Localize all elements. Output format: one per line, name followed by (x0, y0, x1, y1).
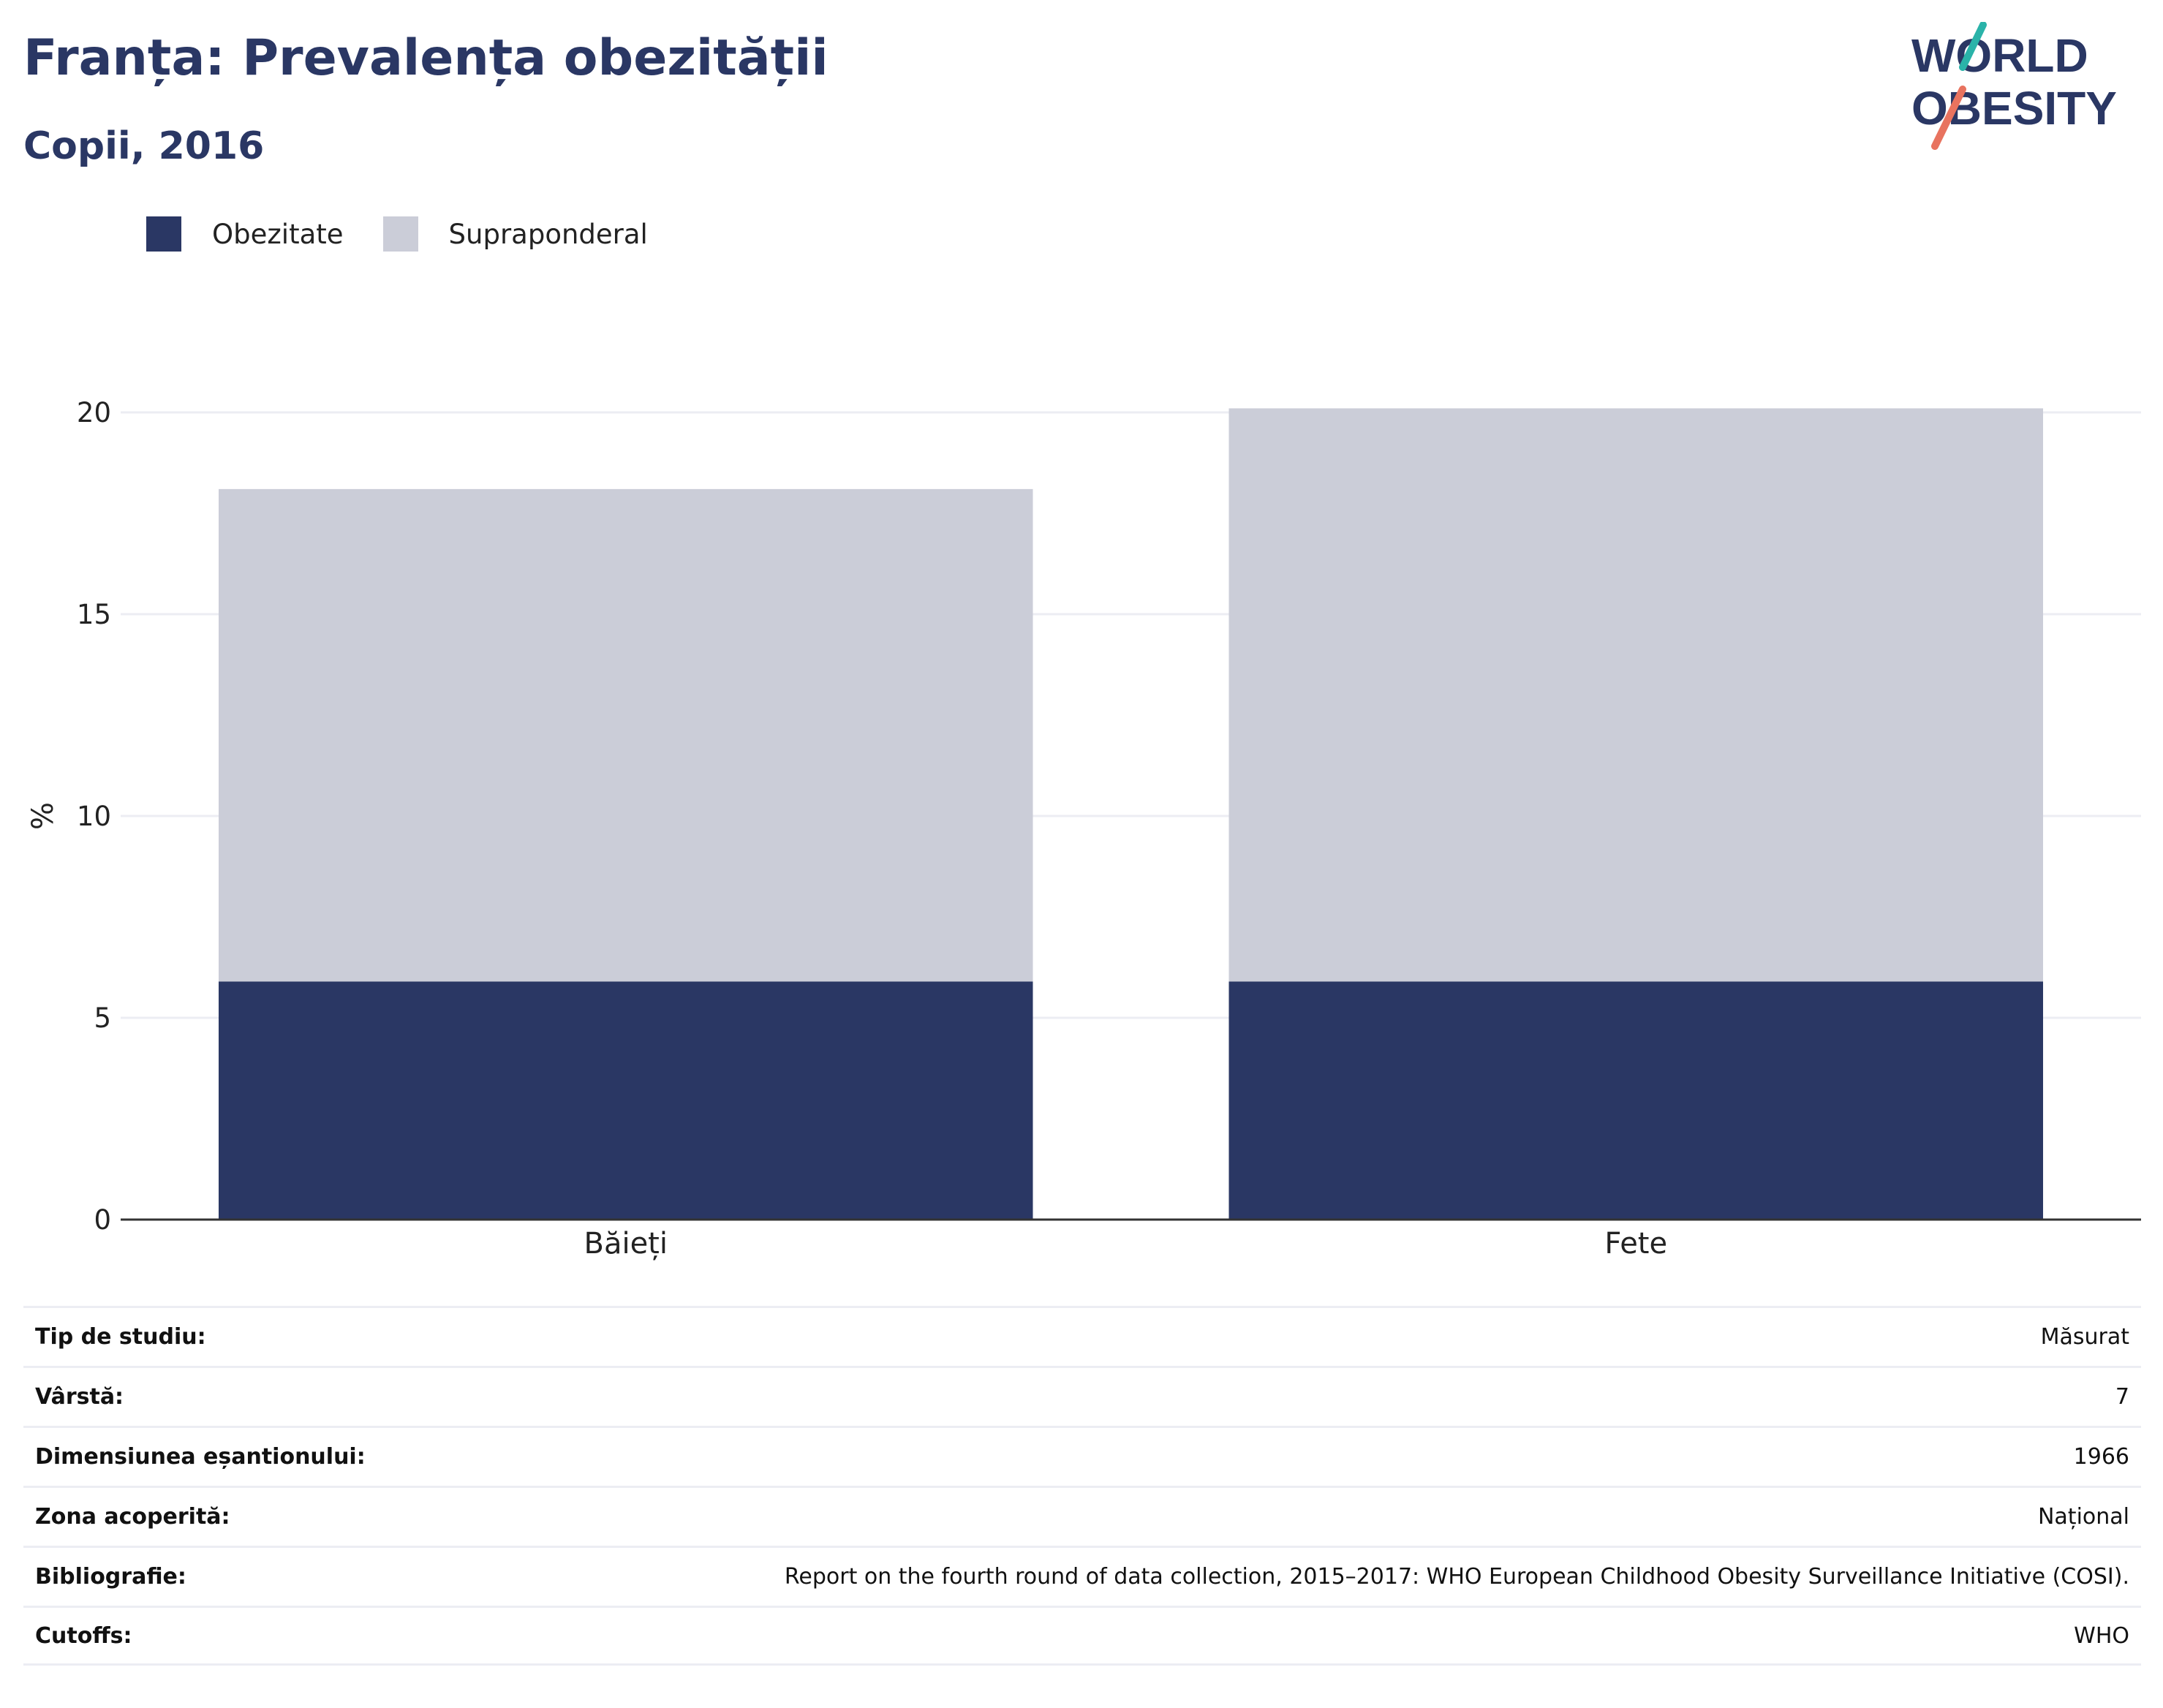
world-obesity-logo: WORLD OBESITY (1911, 22, 2117, 150)
meta-row-study-type: Tip de studiu: Măsurat (23, 1306, 2141, 1366)
meta-key: Vârstă: (35, 1384, 124, 1410)
x-tick-label: Fete (1604, 1227, 1667, 1261)
meta-value: Național (2037, 1504, 2129, 1530)
legend: Obezitate Supraponderal (146, 216, 687, 252)
legend-label-obesity: Obezitate (212, 218, 344, 250)
y-tick-label: 15 (77, 599, 111, 630)
meta-value: 1966 (2073, 1444, 2129, 1470)
y-tick-label: 5 (94, 1002, 111, 1034)
stacked-bar-chart: 0 5 10 15 20% Băieți Fete (26, 397, 2141, 1261)
x-tick-label: Băieți (584, 1227, 668, 1261)
chart-title: Franța: Prevalența obezității (23, 29, 828, 87)
meta-row-area: Zona acoperită: Național (23, 1486, 2141, 1546)
y-tick-label: 10 (77, 801, 111, 832)
svg-text:WORLD: WORLD (1911, 29, 2088, 82)
bar-obesity (1228, 981, 2043, 1220)
y-tick-label: 0 (94, 1204, 111, 1236)
legend-item-obesity: Obezitate (146, 216, 344, 252)
meta-value: 7 (2115, 1384, 2129, 1410)
bar-overweight (219, 488, 1033, 982)
bar-overweight (1228, 408, 2043, 982)
y-tick-label: 20 (77, 397, 111, 428)
meta-key: Dimensiunea eșantionului: (35, 1444, 366, 1470)
legend-item-overweight: Supraponderal (382, 216, 648, 252)
legend-swatch-overweight (382, 216, 418, 252)
legend-label-overweight: Supraponderal (448, 218, 648, 250)
meta-key: Cutoffs: (35, 1622, 132, 1649)
meta-row-bibliography: Bibliografie: Report on the fourth round… (23, 1546, 2141, 1606)
meta-key: Zona acoperită: (35, 1504, 230, 1530)
chart-subtitle: Copii, 2016 (23, 124, 265, 168)
meta-row-sample-size: Dimensiunea eșantionului: 1966 (23, 1426, 2141, 1486)
meta-row-age: Vârstă: 7 (23, 1366, 2141, 1426)
meta-value: WHO (2074, 1622, 2129, 1649)
meta-value: Măsurat (2040, 1324, 2129, 1350)
metadata-table: Tip de studiu: Măsurat Vârstă: 7 Dimensi… (23, 1306, 2141, 1666)
meta-value: Report on the fourth round of data colle… (784, 1564, 2129, 1590)
meta-key: Tip de studiu: (35, 1324, 206, 1350)
meta-row-cutoffs: Cutoffs: WHO (23, 1606, 2141, 1666)
legend-swatch-obesity (146, 216, 181, 252)
y-axis-label: % (26, 802, 60, 830)
bar-obesity (219, 981, 1033, 1220)
meta-key: Bibliografie: (35, 1564, 186, 1590)
